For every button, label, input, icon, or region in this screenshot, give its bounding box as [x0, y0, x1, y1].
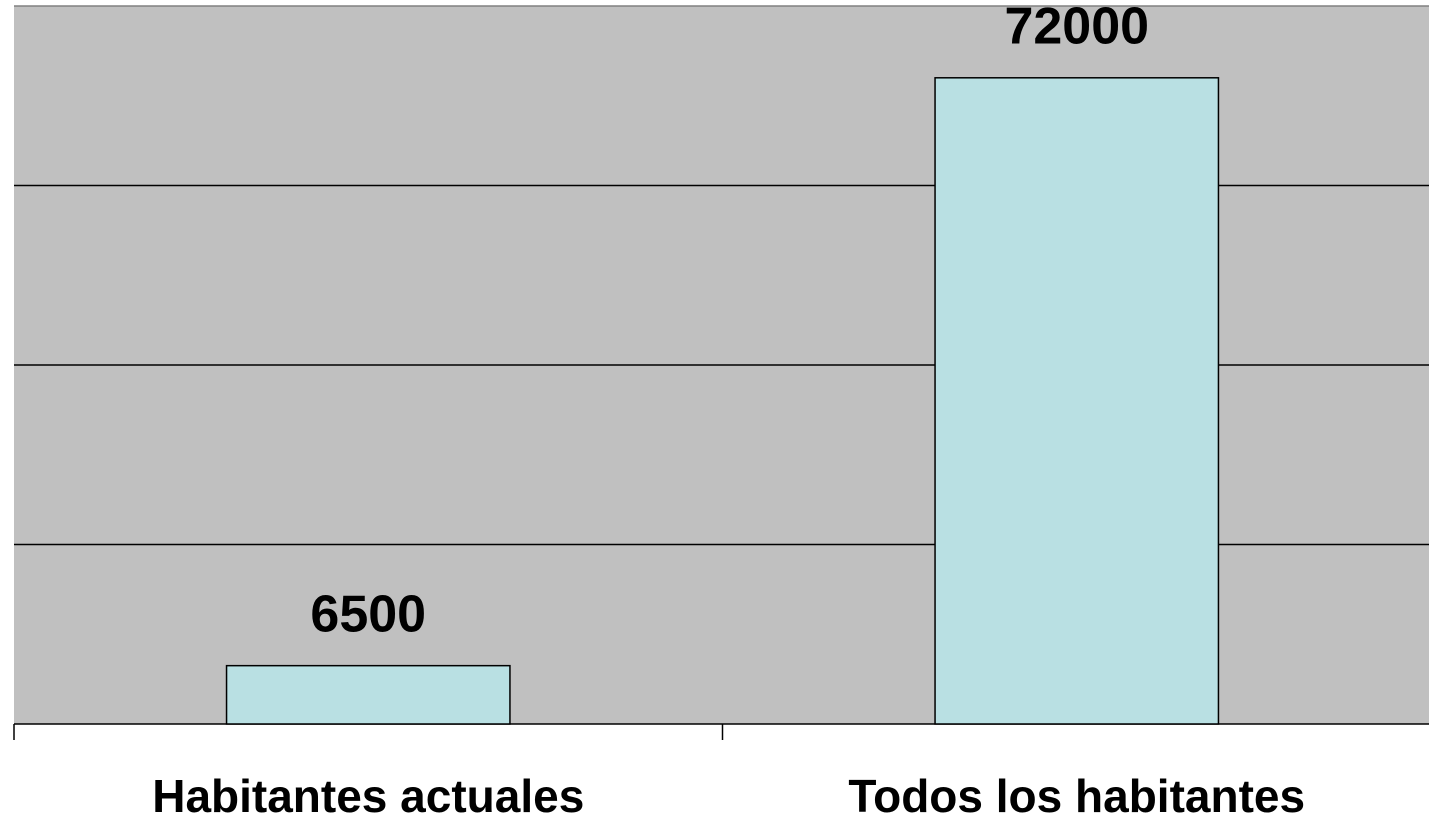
value-label: 72000	[1004, 0, 1149, 56]
value-label: 6500	[310, 585, 426, 643]
bar	[934, 77, 1220, 725]
x-tick-label: Habitantes actuales	[152, 770, 584, 821]
x-tick-label: Todos los habitantes	[848, 770, 1305, 821]
bar	[225, 664, 511, 725]
